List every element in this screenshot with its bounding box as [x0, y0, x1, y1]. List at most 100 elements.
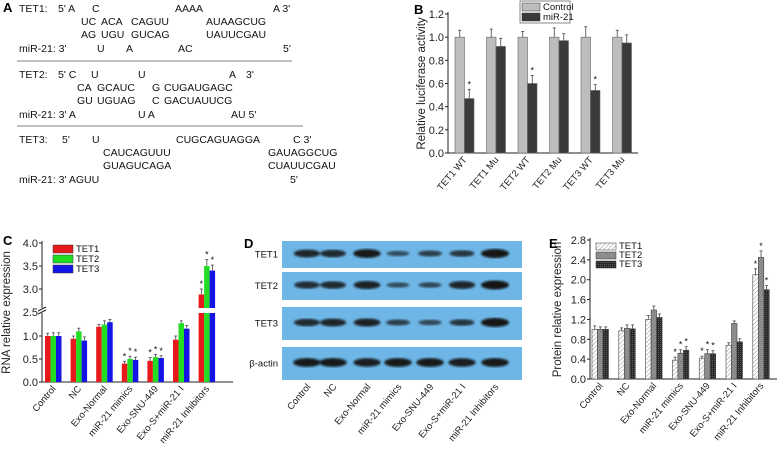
protein-band — [319, 318, 347, 327]
significance-star: * — [200, 279, 204, 289]
protein-band — [353, 280, 381, 290]
bar — [698, 357, 706, 380]
bar — [107, 322, 113, 382]
bar — [127, 359, 133, 382]
protein-band — [294, 281, 320, 289]
bar — [76, 331, 82, 382]
legend-label: TET1 — [76, 244, 99, 255]
legend-swatch — [521, 12, 541, 22]
bar — [580, 36, 591, 154]
legend-swatch — [595, 242, 617, 251]
bar — [704, 353, 711, 380]
bar — [672, 359, 679, 380]
sequence-text: A — [126, 43, 133, 55]
bar — [96, 326, 102, 382]
protein-band — [320, 249, 346, 258]
y-tick-label: 3.0 — [23, 284, 38, 296]
protein-band — [319, 358, 347, 367]
y-tick-label: 1.2 — [571, 314, 586, 326]
bar — [623, 328, 631, 380]
y-tick-label: 0.4 — [429, 102, 444, 114]
significance-star: * — [205, 250, 209, 260]
y-tick-label: 1.0 — [23, 331, 38, 343]
protein-band — [353, 249, 381, 258]
bar — [454, 36, 465, 154]
bar — [204, 266, 210, 382]
bar — [50, 336, 56, 382]
y-tick-label: 2.4 — [571, 255, 586, 267]
protein-band — [449, 319, 475, 326]
sequence-text: 3' — [246, 69, 254, 81]
sequence-text: AU 5' — [231, 109, 256, 121]
sequence-text: A 3' — [273, 3, 290, 15]
significance-star: * — [684, 337, 688, 347]
sequence-text: GCAUC — [97, 82, 135, 94]
bar — [486, 36, 497, 154]
legend-label: TET3 — [619, 259, 642, 270]
panel-label-d: D — [244, 236, 253, 251]
sequence-text: ACA — [101, 16, 123, 28]
bar — [650, 309, 657, 380]
y-tick-label: 0.0 — [429, 148, 444, 160]
legend-swatch — [52, 244, 74, 254]
sequence-text: AUAAGCUG — [206, 16, 266, 28]
blot-row-label: β-actin — [249, 359, 278, 370]
protein-band — [293, 249, 321, 258]
blot-row-label: TET3 — [255, 319, 278, 330]
sequence-text: UGU — [101, 29, 124, 41]
sequence-text: UC — [81, 16, 97, 28]
legend-swatch — [595, 251, 617, 260]
bar — [147, 360, 153, 382]
sequence-text: GUAGUCAGA — [103, 160, 171, 172]
bar — [618, 330, 625, 380]
significance-star: * — [679, 340, 683, 350]
legend-swatch — [52, 264, 74, 274]
bar — [621, 42, 632, 154]
y-tick-label: 0.6 — [429, 79, 444, 91]
x-tick-label: TET3 Mu — [594, 155, 628, 192]
protein-band — [481, 358, 509, 367]
bar — [173, 339, 179, 382]
bar — [495, 46, 506, 154]
x-tick-label: TET2 Mu — [531, 155, 565, 192]
y-tick-label: 2.5 — [23, 307, 38, 319]
bar — [683, 349, 690, 380]
bar — [677, 352, 684, 380]
sequence-text: AAAA — [175, 3, 203, 15]
y-axis-label: Relative luciferase activity — [416, 17, 428, 150]
y-axis-label: RNA relative expression — [1, 251, 13, 374]
bar — [597, 329, 604, 380]
sequence-text: AG — [81, 29, 96, 41]
x-tick-label: NC — [67, 384, 84, 402]
panel-label-a: A — [3, 0, 13, 15]
protein-band — [448, 358, 476, 367]
significance-star: * — [134, 347, 138, 357]
bar — [731, 323, 738, 380]
significance-star: * — [148, 348, 152, 358]
bar — [464, 98, 475, 154]
bar — [178, 323, 184, 382]
bar — [184, 328, 190, 382]
legend-label: Control — [543, 2, 574, 13]
y-tick-label: 0.5 — [23, 354, 38, 366]
sequence-text: CUGAUGAGC — [164, 82, 233, 94]
bar — [645, 319, 652, 380]
sequence-text: U — [138, 69, 146, 81]
significance-star: * — [593, 75, 597, 85]
bar — [591, 329, 598, 380]
panel-label-e: E — [549, 236, 558, 251]
y-tick-label: 0.4 — [571, 354, 586, 366]
panel-a-sequence-alignment: A TET1: 5' A C AAAA A 3'UC ACA CAGUU AUAAGCUGAG… — [3, 0, 337, 186]
sequence-text: miR-21: 3' — [19, 43, 67, 55]
x-tick-label: TET1 Mu — [468, 155, 502, 192]
significance-star: * — [123, 351, 127, 361]
axis-break-mark — [37, 309, 47, 315]
legend-swatch — [595, 260, 617, 269]
legend-label: TET1 — [619, 241, 642, 252]
y-tick-label: 3.5 — [23, 261, 38, 273]
bar — [527, 83, 538, 154]
protein-band — [481, 280, 509, 290]
y-tick-label: 0.0 — [23, 377, 38, 389]
significance-star: * — [711, 341, 715, 351]
